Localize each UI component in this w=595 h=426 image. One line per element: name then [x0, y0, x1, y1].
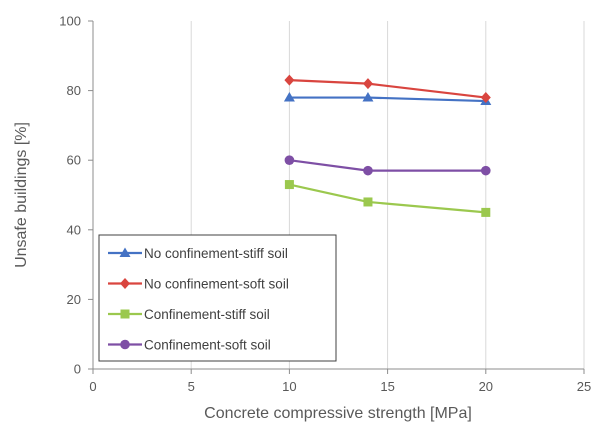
legend-marker — [119, 247, 131, 257]
x-tick-label: 0 — [89, 379, 96, 394]
legend: No confinement-stiff soil No confinement-… — [98, 234, 337, 362]
data-point — [284, 180, 294, 190]
y-tick-label: 0 — [74, 362, 81, 377]
data-point — [284, 74, 295, 86]
y-tick-label: 80 — [67, 83, 81, 98]
y-tick-label: 100 — [59, 14, 81, 29]
y-tick-label: 40 — [67, 222, 81, 237]
x-axis-title: Concrete compressive strength [MPa] — [204, 405, 472, 422]
x-tick-label: 20 — [479, 379, 493, 394]
series-no-confinement-soft-soil — [284, 74, 491, 104]
data-point — [283, 92, 295, 102]
data-point — [481, 165, 491, 176]
x-tick-label: 10 — [282, 379, 296, 394]
series-confinement-soft-soil — [284, 155, 491, 176]
data-point — [480, 92, 491, 104]
axis-layer: 0 20 40 60 80 100 0 5 10 15 20 25 — [59, 14, 591, 395]
y-tick-label: 20 — [67, 292, 81, 307]
data-point — [362, 78, 373, 90]
legend-label: No confinement-stiff soil — [144, 246, 288, 261]
x-tick-label: 5 — [188, 379, 195, 394]
data-point — [481, 207, 491, 217]
legend-label: Confinement-soft soil — [144, 338, 271, 353]
legend-entry: No confinement-stiff soil — [108, 246, 288, 261]
data-point — [362, 92, 374, 102]
legend-entry: Confinement-soft soil — [108, 338, 271, 353]
series-confinement-stiff-soil — [284, 180, 491, 217]
legend-entry: Confinement-stiff soil — [108, 307, 270, 322]
y-tick-label: 60 — [67, 153, 81, 168]
legend-entry: No confinement-soft soil — [108, 277, 289, 292]
legend-marker — [120, 309, 130, 319]
legend-marker — [120, 339, 130, 350]
data-point — [363, 197, 373, 207]
x-tick-label: 25 — [577, 379, 591, 394]
legend-label: Confinement-stiff soil — [144, 307, 270, 322]
legend-box — [98, 234, 337, 362]
legend-marker — [120, 278, 130, 289]
series-layer — [283, 74, 492, 217]
x-tick-label: 15 — [380, 379, 394, 394]
data-point — [363, 165, 373, 176]
series-no-confinement-stiff-soil — [283, 92, 492, 106]
legend-label: No confinement-soft soil — [144, 277, 289, 292]
y-axis-title: Unsafe buildings [%] — [13, 122, 30, 268]
data-point — [284, 155, 295, 165]
